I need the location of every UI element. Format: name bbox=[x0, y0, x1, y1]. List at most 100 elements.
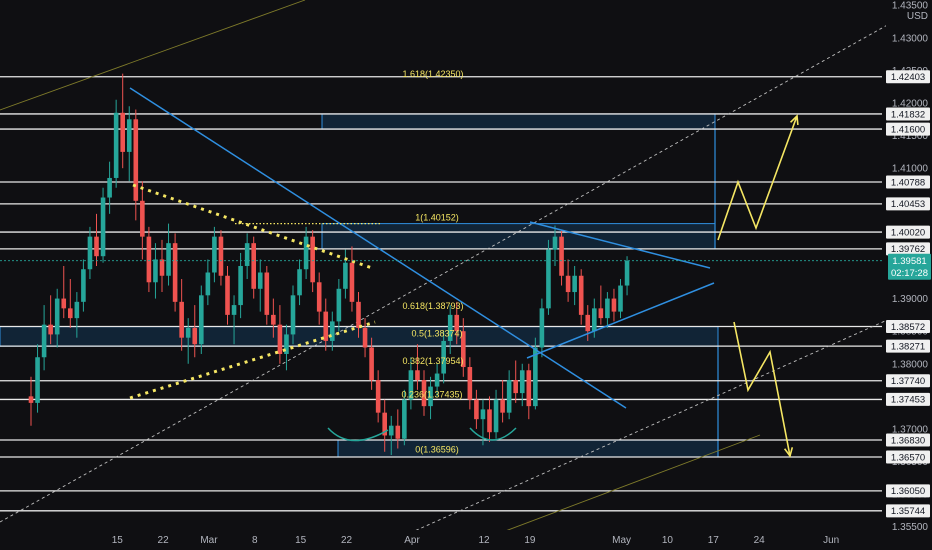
dotted-resistance-line[interactable] bbox=[132, 183, 373, 270]
candle[interactable] bbox=[487, 396, 492, 442]
candle[interactable] bbox=[244, 233, 250, 280]
candle[interactable] bbox=[467, 357, 473, 410]
level-tag[interactable]: 1.42403 bbox=[886, 70, 930, 84]
level-tag[interactable]: 1.38572 bbox=[886, 319, 930, 333]
level-tag[interactable]: 1.40453 bbox=[886, 197, 930, 211]
candle[interactable] bbox=[618, 279, 623, 319]
candle[interactable] bbox=[81, 259, 86, 312]
level-tag[interactable]: 1.41832 bbox=[886, 107, 930, 121]
candle[interactable] bbox=[585, 305, 591, 341]
candle[interactable] bbox=[461, 318, 466, 377]
candle[interactable] bbox=[290, 285, 296, 345]
candle[interactable] bbox=[94, 213, 99, 266]
candle[interactable] bbox=[185, 318, 191, 364]
candle[interactable] bbox=[513, 360, 518, 403]
candle[interactable] bbox=[172, 233, 178, 312]
candle[interactable] bbox=[41, 305, 47, 371]
candle[interactable] bbox=[526, 363, 532, 420]
level-tag[interactable]: 1.37740 bbox=[886, 374, 930, 388]
candle[interactable] bbox=[212, 226, 217, 283]
candle[interactable] bbox=[54, 288, 60, 348]
candle[interactable] bbox=[100, 187, 106, 263]
candle[interactable] bbox=[598, 285, 604, 325]
candle[interactable] bbox=[362, 318, 368, 358]
candle[interactable] bbox=[428, 376, 433, 420]
candle[interactable] bbox=[500, 380, 505, 423]
candle[interactable] bbox=[447, 305, 453, 354]
candle[interactable] bbox=[61, 265, 67, 319]
candle[interactable] bbox=[264, 265, 270, 325]
candle[interactable] bbox=[133, 109, 139, 221]
candle[interactable] bbox=[205, 259, 211, 306]
candle[interactable] bbox=[506, 370, 512, 420]
candle[interactable] bbox=[539, 298, 545, 358]
candle[interactable] bbox=[192, 305, 198, 358]
candle[interactable] bbox=[395, 409, 401, 449]
candle[interactable] bbox=[153, 243, 158, 299]
triangle-lower-line[interactable] bbox=[526, 282, 715, 359]
candle[interactable] bbox=[559, 230, 564, 286]
projection-bearish[interactable] bbox=[733, 321, 791, 457]
candle[interactable] bbox=[519, 363, 525, 407]
channel-olive-0[interactable] bbox=[0, 0, 306, 111]
candle[interactable] bbox=[624, 256, 630, 296]
candle[interactable] bbox=[356, 292, 361, 338]
candle[interactable] bbox=[113, 99, 119, 188]
candle[interactable] bbox=[421, 370, 427, 416]
candle[interactable] bbox=[74, 292, 80, 338]
candle[interactable] bbox=[146, 226, 152, 293]
candle[interactable] bbox=[28, 376, 34, 426]
candle[interactable] bbox=[218, 230, 224, 286]
candle[interactable] bbox=[107, 161, 112, 214]
level-tag[interactable]: 1.35744 bbox=[886, 504, 930, 518]
candle[interactable] bbox=[257, 259, 263, 312]
candle[interactable] bbox=[48, 295, 53, 345]
level-tag[interactable]: 1.37453 bbox=[886, 392, 930, 406]
candle[interactable] bbox=[388, 415, 394, 456]
level-tag[interactable]: 1.40788 bbox=[886, 175, 930, 189]
candle[interactable] bbox=[140, 181, 145, 260]
candle[interactable] bbox=[552, 225, 558, 266]
candle[interactable] bbox=[605, 292, 610, 328]
candle[interactable] bbox=[349, 246, 355, 312]
candle[interactable] bbox=[369, 337, 374, 390]
candle[interactable] bbox=[303, 226, 309, 280]
candle[interactable] bbox=[323, 298, 329, 351]
candle[interactable] bbox=[415, 344, 420, 390]
candle[interactable] bbox=[408, 357, 414, 410]
level-tag[interactable]: 1.40020 bbox=[886, 225, 930, 239]
candle[interactable] bbox=[493, 389, 499, 439]
channel-dashed-1[interactable] bbox=[371, 299, 932, 550]
candle[interactable] bbox=[271, 298, 276, 338]
candle[interactable] bbox=[120, 73, 125, 169]
trendline-descending[interactable] bbox=[129, 87, 627, 409]
candle[interactable] bbox=[159, 239, 165, 293]
candle[interactable] bbox=[179, 279, 184, 351]
candle[interactable] bbox=[434, 363, 440, 397]
candle[interactable] bbox=[336, 279, 342, 332]
candle[interactable] bbox=[277, 305, 283, 364]
candle[interactable] bbox=[382, 399, 387, 452]
candle[interactable] bbox=[330, 311, 335, 351]
candle[interactable] bbox=[578, 269, 584, 325]
candle[interactable] bbox=[454, 301, 460, 345]
candle[interactable] bbox=[441, 331, 446, 384]
candle[interactable] bbox=[375, 370, 381, 423]
candle[interactable] bbox=[166, 223, 171, 286]
level-tag[interactable]: 1.36570 bbox=[886, 450, 930, 464]
candle[interactable] bbox=[611, 288, 617, 322]
candle[interactable] bbox=[68, 279, 73, 328]
candle[interactable] bbox=[546, 239, 551, 315]
candle[interactable] bbox=[251, 236, 256, 299]
candle[interactable] bbox=[565, 259, 571, 302]
candle[interactable] bbox=[238, 252, 243, 319]
candle[interactable] bbox=[297, 259, 302, 306]
candle[interactable] bbox=[87, 226, 93, 280]
candle[interactable] bbox=[225, 265, 230, 325]
candle[interactable] bbox=[35, 344, 40, 413]
candle[interactable] bbox=[402, 389, 407, 446]
dotted-support-line[interactable] bbox=[129, 320, 376, 400]
level-tag[interactable]: 1.36830 bbox=[886, 433, 930, 447]
level-tag[interactable]: 1.39762 bbox=[886, 242, 930, 256]
